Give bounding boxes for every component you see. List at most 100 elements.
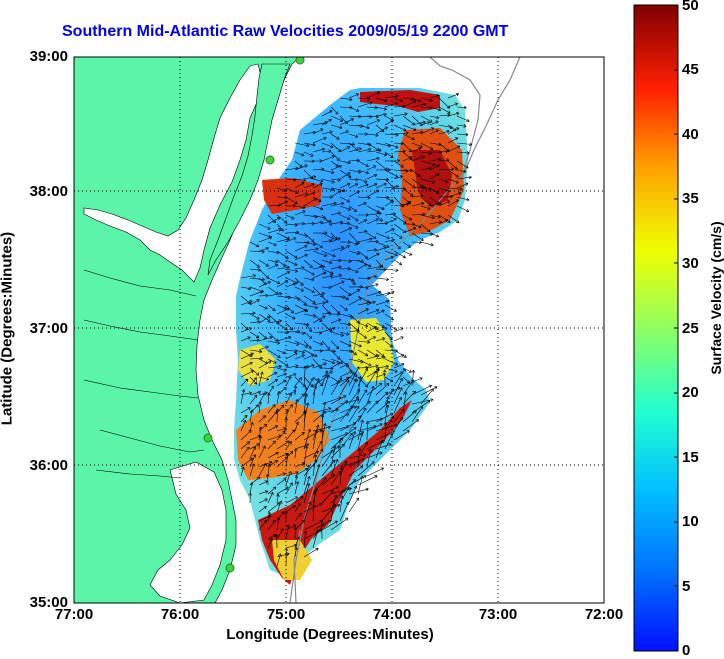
velocity-arrow (312, 315, 326, 324)
velocity-arrow (321, 370, 333, 378)
velocity-arrow (267, 292, 283, 297)
velocity-arrow (249, 349, 263, 354)
velocity-arrow (384, 415, 394, 432)
velocity-arrow (402, 124, 417, 131)
velocity-arrow (249, 394, 258, 405)
velocity-arrow (348, 367, 358, 378)
velocity-arrow (447, 214, 460, 224)
velocity-arrow (274, 534, 279, 549)
velocity-arrow (240, 352, 254, 360)
velocity-arrow (366, 300, 376, 306)
velocity-arrow (375, 97, 388, 103)
velocity-arrow (357, 331, 367, 339)
velocity-arrow (240, 466, 245, 477)
velocity-arrow (348, 177, 359, 182)
velocity-arrow (321, 449, 334, 468)
velocity-arrow (357, 349, 369, 357)
velocity-arrow (447, 199, 460, 207)
velocity-arrow (366, 354, 380, 360)
velocity-arrow (267, 241, 277, 247)
velocity-arrow (339, 358, 350, 368)
velocity-arrow (249, 376, 258, 385)
velocity-arrow (447, 187, 463, 191)
velocity-arrow (312, 136, 327, 144)
velocity-arrow (384, 250, 398, 257)
velocity-arrow (366, 385, 375, 405)
velocity-arrow (321, 274, 334, 279)
colorbar-tick-label: 45 (682, 61, 699, 78)
velocity-arrow (357, 358, 372, 367)
velocity-arrow (312, 205, 324, 211)
velocity-arrow (330, 133, 340, 140)
hotspot-yellow-sw (272, 540, 312, 580)
velocity-arrow (366, 382, 383, 396)
velocity-arrow (330, 106, 339, 115)
velocity-arrow (393, 408, 405, 423)
velocity-arrow (294, 512, 302, 522)
velocity-arrow (384, 101, 399, 108)
velocity-arrow (330, 115, 344, 122)
velocity-arrow (366, 173, 378, 180)
velocity-arrow (276, 472, 286, 477)
station-marker (203, 433, 213, 443)
velocity-arrow (294, 244, 308, 252)
colorbar-tick-label: 25 (682, 320, 699, 337)
velocity-arrow (348, 183, 359, 189)
velocity-arrow (267, 217, 281, 225)
velocity-arrow (330, 124, 343, 130)
velocity-arrow (303, 354, 315, 360)
velocity-arrow (258, 281, 271, 288)
velocity-arrow (258, 293, 269, 298)
colorbar-tick-label: 5 (682, 578, 691, 595)
map-title: Southern Mid-Atlantic Raw Velocities 200… (62, 23, 509, 40)
velocity-arrow (339, 172, 351, 180)
velocity-arrow (285, 259, 298, 266)
velocity-arrow (357, 178, 368, 183)
velocity-arrow (366, 252, 380, 261)
velocity-arrow (267, 404, 276, 414)
velocity-arrow (348, 340, 362, 348)
velocity-arrow (330, 517, 349, 531)
velocity-arrow (312, 424, 320, 441)
velocity-arrow (303, 376, 314, 388)
velocity-arrow (447, 137, 459, 144)
velocity-arrow (303, 502, 323, 513)
velocity-arrow (375, 246, 387, 252)
velocity-arrow (276, 390, 281, 405)
velocity-arrow (456, 151, 470, 155)
velocity-arrow (456, 115, 470, 122)
velocity-arrow (312, 196, 322, 202)
velocity-arrow (365, 421, 370, 441)
colorbar-label: Surface Velocity (cm/s) (708, 221, 724, 375)
velocity-arrow (240, 429, 252, 441)
velocity-arrow (312, 128, 324, 135)
velocity-arrow (294, 421, 299, 432)
velocity-arrow (312, 147, 325, 153)
velocity-arrow (393, 232, 403, 239)
velocity-arrow (285, 392, 292, 405)
velocity-arrow (276, 404, 285, 414)
velocity-arrow (393, 378, 403, 396)
velocity-arrow (420, 388, 434, 405)
velocity-arrow (249, 313, 260, 320)
velocity-arrow (366, 451, 383, 459)
velocity-arrow (375, 443, 392, 450)
velocity-arrow (267, 371, 278, 378)
velocity-arrow (384, 119, 394, 126)
velocity-arrow (276, 517, 281, 531)
velocity-arrow (357, 407, 367, 423)
velocity-arrow (276, 237, 290, 243)
velocity-arrow (384, 404, 390, 423)
velocity-arrow (240, 336, 251, 342)
velocity-arrow (249, 331, 260, 338)
velocity-arrow (248, 492, 252, 504)
velocity-arrow (303, 393, 309, 414)
velocity-arrow (294, 398, 299, 414)
velocity-arrow (375, 232, 390, 240)
depth-contours (289, 57, 521, 603)
velocity-arrow (258, 313, 271, 322)
velocity-arrow (312, 331, 323, 335)
velocity-arrow (429, 106, 442, 112)
velocity-arrow (411, 232, 424, 241)
velocity-arrow (303, 151, 314, 157)
